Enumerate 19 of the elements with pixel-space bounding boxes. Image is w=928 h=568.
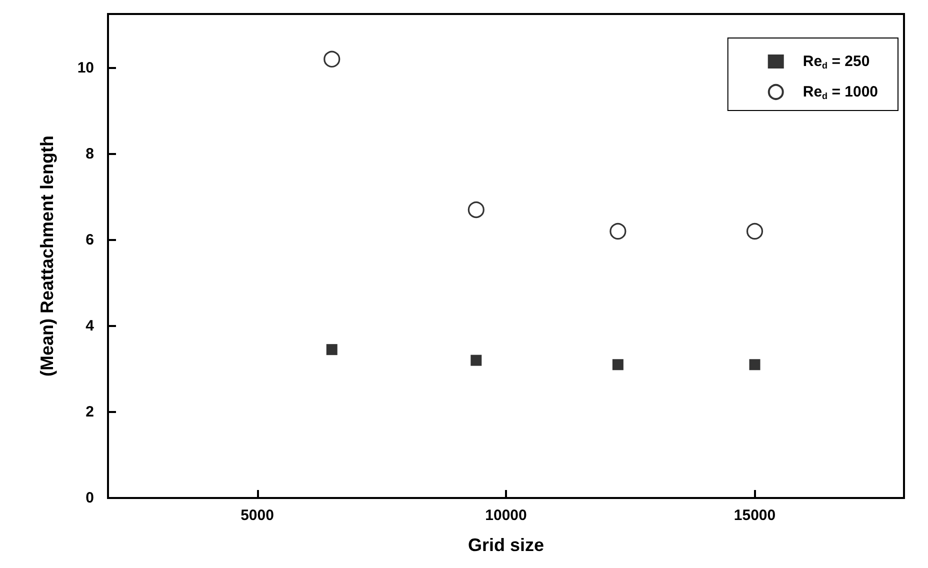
y-tick-label: 0 — [86, 490, 94, 506]
y-tick-label: 4 — [86, 317, 95, 334]
y-axis-title: (Mean) Reattachment length — [37, 135, 57, 377]
point — [326, 344, 338, 356]
point — [324, 50, 340, 68]
x-tick-label: 15000 — [734, 507, 776, 524]
x-tick-label: 5000 — [240, 507, 274, 524]
point — [612, 359, 624, 370]
x-axis-title: Grid size — [468, 535, 544, 555]
point — [749, 359, 760, 370]
y-tick-label: 8 — [86, 145, 94, 162]
x-tick-label: 10000 — [485, 507, 527, 524]
point — [470, 354, 482, 366]
point — [610, 222, 626, 240]
y-tick-label: 10 — [77, 59, 94, 76]
point — [746, 222, 764, 240]
y-tick-label: 2 — [86, 403, 94, 420]
y-tick-label: 6 — [86, 231, 94, 248]
point — [468, 201, 484, 218]
